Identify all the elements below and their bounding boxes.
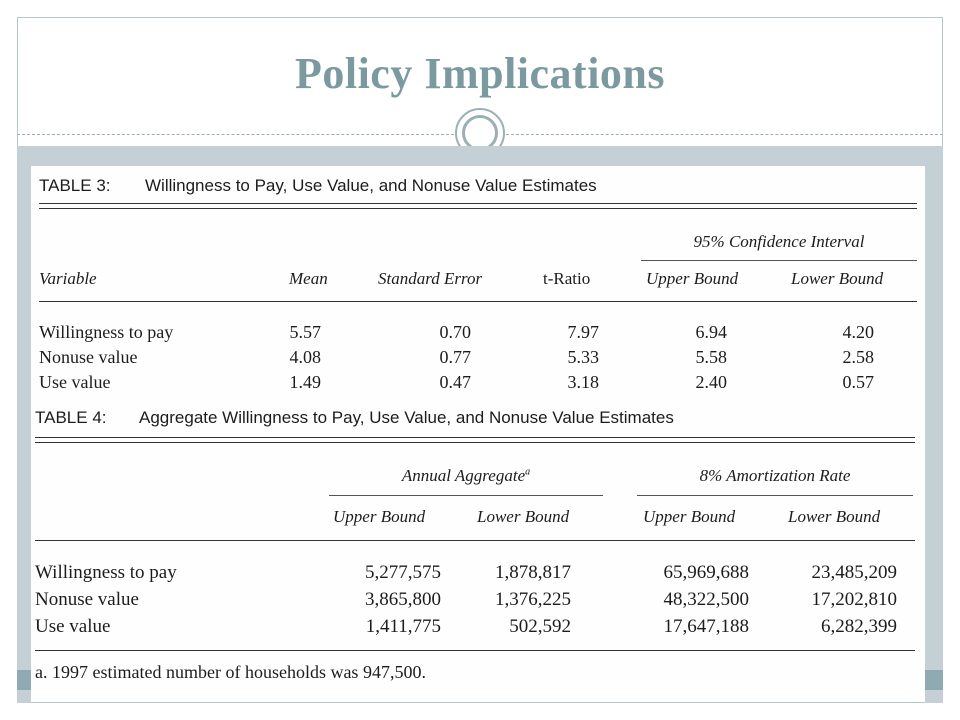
col-header-lower-bound: Lower Bound (791, 269, 884, 288)
table-cell: 6,282,399 (821, 616, 897, 637)
table-cell: 1,411,775 (365, 616, 441, 637)
table-4-group-header-amortization: 8% Amortization Rate (699, 466, 851, 485)
table-cell: 4.20 (842, 322, 875, 342)
table-cell: 0.57 (842, 372, 875, 392)
table-cell: 2.40 (695, 372, 728, 392)
table-cell: 48,322,500 (663, 589, 750, 610)
table-cell: 4.08 (289, 347, 322, 367)
col-header-standard-error: Standard Error (378, 269, 483, 288)
table-3-caption: Willingness to Pay, Use Value, and Nonus… (145, 176, 597, 195)
col-header-upper-bound: Upper Bound (333, 507, 426, 526)
col-header-t-ratio: t-Ratio (543, 269, 591, 288)
table-4-footnote: a. 1997 estimated number of households w… (35, 662, 426, 682)
table-row-label: Use value (35, 616, 111, 637)
table-4-label: TABLE 4: (35, 408, 107, 427)
table-cell: 3.18 (567, 372, 600, 392)
table-row-label: Use value (39, 372, 111, 392)
table-4-group-header-annual: Annual Aggregatea (401, 466, 531, 485)
decor-band-top (17, 146, 943, 166)
col-header-lower-bound: Lower Bound (788, 507, 881, 526)
col-header-upper-bound: Upper Bound (643, 507, 736, 526)
decor-band-right (925, 146, 943, 703)
table-cell: 5.57 (289, 322, 322, 342)
table-cell: 17,647,188 (663, 616, 750, 637)
col-header-variable: Variable (39, 269, 97, 288)
table-cell: 5.58 (695, 347, 728, 367)
table-row-label: Nonuse value (39, 347, 138, 367)
table-4-caption: Aggregate Willingness to Pay, Use Value,… (139, 408, 674, 427)
table-cell: 2.58 (842, 347, 875, 367)
table-cell: 17,202,810 (811, 589, 898, 610)
slide-title: Policy Implications (294, 49, 666, 98)
table-cell: 5.33 (567, 347, 600, 367)
table-row-label: Willingness to pay (35, 562, 177, 583)
table-row-label: Nonuse value (35, 589, 139, 610)
table-cell: 23,485,209 (811, 562, 898, 583)
table-cell: 0.77 (439, 347, 472, 367)
table-cell: 1,376,225 (495, 589, 571, 610)
table-4-image: TABLE 4: Aggregate Willingness to Pay, U… (31, 404, 925, 692)
table-cell: 65,969,688 (663, 562, 750, 583)
table-cell: 1,878,817 (495, 562, 571, 583)
table-cell: 6.94 (695, 322, 728, 342)
table-cell: 1.49 (289, 372, 322, 392)
table-cell: 3,865,800 (365, 589, 441, 610)
table-row-label: Willingness to pay (39, 322, 174, 342)
table-cell: 0.47 (439, 372, 472, 392)
table-3-image: TABLE 3: Willingness to Pay, Use Value, … (31, 166, 925, 404)
col-header-lower-bound: Lower Bound (477, 507, 570, 526)
table-cell: 7.97 (567, 322, 600, 342)
table-3-label: TABLE 3: (39, 176, 111, 195)
decor-band-left (17, 146, 31, 703)
table-cell: 5,277,575 (365, 562, 441, 583)
col-header-upper-bound: Upper Bound (646, 269, 739, 288)
table-3-group-header: 95% Confidence Interval (693, 232, 865, 251)
col-header-mean: Mean (289, 269, 328, 288)
table-cell: 502,592 (509, 616, 571, 637)
table-cell: 0.70 (439, 322, 472, 342)
